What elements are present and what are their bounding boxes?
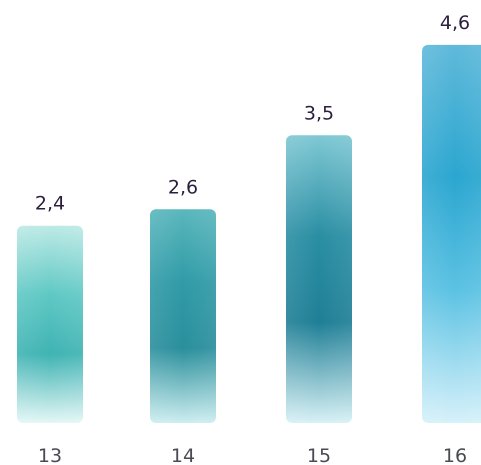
x-tick-labels-group: 13 14 15 16 [38,445,467,465]
value-label-16: 4,6 [440,12,470,34]
bar-sheen-15 [286,135,352,424]
value-label-13: 2,4 [35,193,65,215]
x-tick-label-14: 14 [171,445,195,465]
bar-sheen-16 [422,44,481,423]
bars-group [17,44,481,424]
x-tick-label-16: 16 [443,445,467,465]
bar-sheen-13 [17,225,83,423]
bar-sheen-14 [150,209,216,423]
x-tick-label-13: 13 [38,445,62,465]
value-label-14: 2,6 [168,176,198,198]
value-label-15: 3,5 [304,102,334,124]
x-tick-label-15: 15 [307,445,331,465]
value-labels-group: 2,4 2,6 3,5 4,6 [35,12,470,215]
